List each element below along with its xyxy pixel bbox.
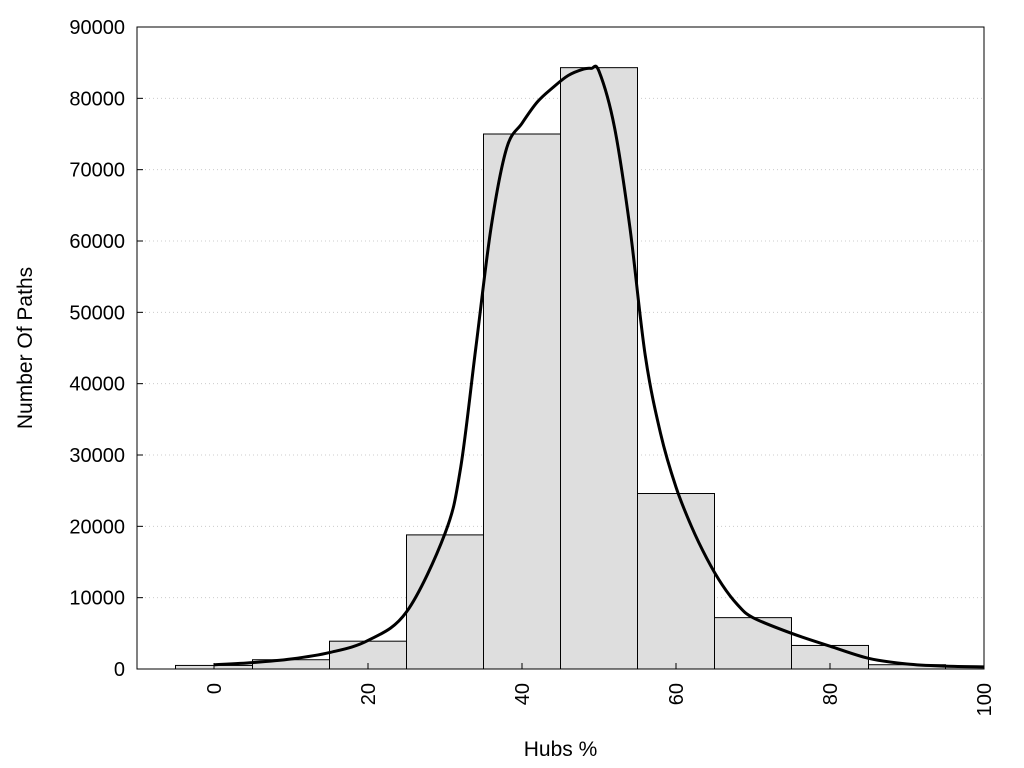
x-axis-title: Hubs % (524, 738, 598, 761)
y-axis-title: Number Of Paths (14, 267, 37, 429)
histogram-bar (637, 493, 715, 670)
density-curve-layer (213, 64, 985, 669)
y-tick-label: 10000 (69, 588, 125, 610)
y-tick-label: 90000 (69, 17, 125, 39)
x-tick-label: 40 (512, 683, 534, 705)
histogram-bar (714, 617, 792, 670)
histogram-bars (175, 67, 985, 670)
y-axis-ticks: 0 10000 20000 30000 40000 50000 60000 70000 8000… (69, 17, 143, 681)
histogram-bar (483, 133, 561, 670)
y-tick-label: 50000 (69, 302, 125, 324)
histogram-bar (560, 67, 638, 670)
y-tick-label: 30000 (69, 445, 125, 467)
histogram-bar (406, 534, 484, 670)
plot-frame (136, 26, 985, 670)
x-axis-ticks: 0 20 40 60 80 100 (204, 663, 996, 716)
y-tick-label: 40000 (69, 374, 125, 396)
x-tick-label: 0 (204, 683, 226, 694)
x-tick-label: 60 (666, 683, 688, 705)
density-curve (213, 64, 985, 669)
y-tick-label: 70000 (69, 160, 125, 182)
y-tick-label: 80000 (69, 88, 125, 110)
x-tick-label: 20 (358, 683, 380, 705)
y-tick-label: 60000 (69, 231, 125, 253)
x-tick-label: 100 (974, 683, 996, 716)
x-tick-label: 80 (820, 683, 842, 705)
y-tick-label: 20000 (69, 516, 125, 538)
y-tick-label: 0 (114, 659, 125, 681)
